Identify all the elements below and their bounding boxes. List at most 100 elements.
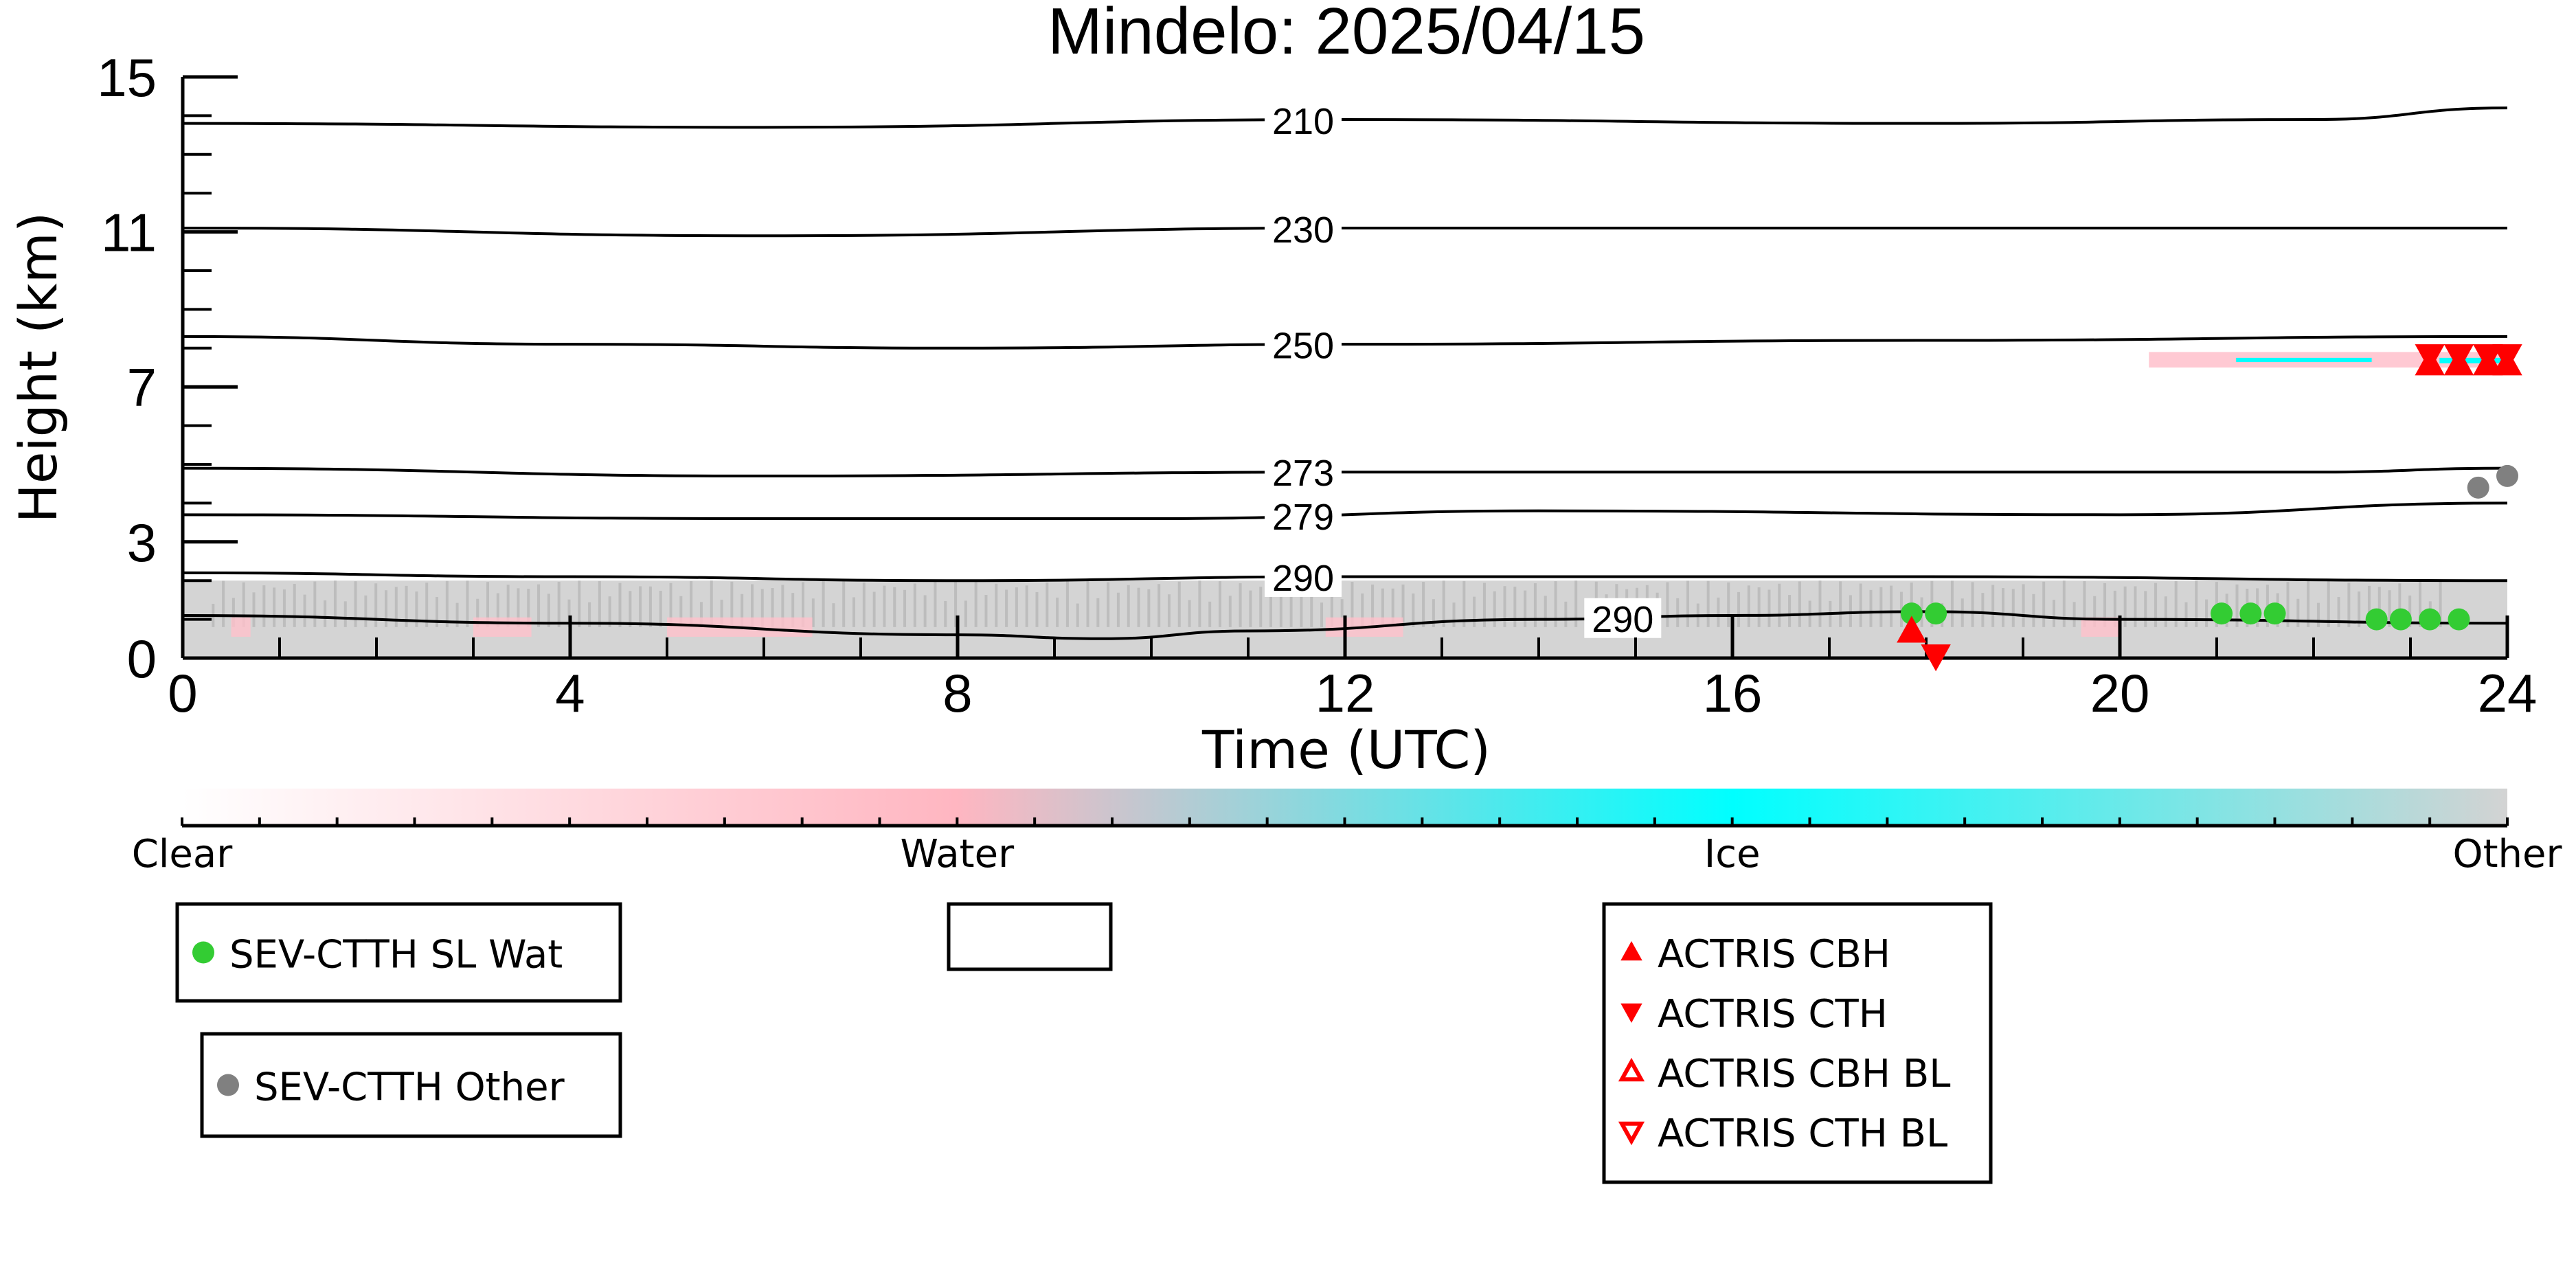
low-cloud-column	[557, 581, 561, 627]
legend-item-label: ACTRIS CBH BL	[1658, 1052, 1950, 1096]
low-cloud-column	[1361, 593, 1364, 627]
low-cloud-column	[608, 596, 611, 627]
low-cloud-column	[1574, 580, 1578, 627]
low-cloud-column	[1401, 584, 1405, 627]
low-cloud-column	[2022, 584, 2025, 627]
low-cloud-column	[425, 583, 429, 627]
legend-box	[1602, 902, 1993, 1184]
low-cloud-column	[1503, 586, 1506, 627]
actris-cth-point	[1921, 644, 1951, 672]
x-tick-label: 12	[1315, 663, 1375, 723]
low-cloud-column	[750, 584, 754, 627]
sev-ctth-other-point	[2496, 464, 2518, 487]
low-cloud-column	[842, 580, 846, 627]
low-cloud-column	[598, 580, 601, 627]
legend-item-label: ACTRIS CTH	[1658, 992, 1888, 1037]
low-cloud-column	[1259, 587, 1263, 627]
low-cloud-column	[2358, 591, 2361, 627]
low-cloud-column	[486, 582, 490, 627]
low-cloud-column	[791, 593, 795, 627]
low-cloud-column	[2042, 581, 2046, 627]
low-cloud-column	[903, 589, 907, 627]
low-cloud-column	[1747, 585, 1750, 627]
actris-cbh-point	[1897, 615, 1927, 643]
low-cloud-column	[1737, 591, 1741, 627]
water-cloud-patch	[473, 617, 532, 637]
low-cloud-column	[659, 590, 662, 627]
low-cloud-column	[588, 602, 591, 627]
low-cloud-column	[1239, 583, 1242, 627]
low-cloud-column	[2408, 595, 2412, 627]
low-cloud-column	[1310, 580, 1313, 627]
low-cloud-column	[822, 580, 825, 627]
low-cloud-column	[1717, 597, 1720, 627]
sev-ctth-sl-wat-point	[1925, 602, 1947, 625]
low-cloud-column	[1971, 582, 1974, 627]
high-ice-cloud-streak	[2439, 357, 2507, 363]
low-cloud-column	[1839, 581, 1842, 627]
low-cloud-column	[923, 595, 927, 627]
low-cloud-column	[2164, 596, 2167, 627]
low-cloud-column	[1422, 582, 1425, 627]
sev-ctth-sl-wat-point	[2211, 602, 2233, 625]
low-cloud-column	[760, 589, 764, 627]
sev-ctth-sl-wat-point	[2365, 608, 2388, 631]
low-cloud-column	[517, 588, 520, 627]
low-cloud-column	[1564, 601, 1568, 627]
legend-marker	[192, 941, 214, 964]
low-cloud-column	[893, 587, 896, 627]
low-cloud-column	[2439, 580, 2442, 627]
legend-item-label: SEV-CTTH SL Wat	[229, 933, 563, 978]
low-cloud-column	[1127, 585, 1130, 627]
low-cloud-column	[436, 597, 439, 627]
low-cloud-column	[629, 591, 632, 627]
low-cloud-column	[2367, 585, 2371, 627]
low-cloud-column	[1198, 580, 1201, 627]
legend-item-label: SEV-CTTH Other	[254, 1065, 565, 1110]
low-cloud-column	[781, 585, 784, 627]
low-cloud-column	[1351, 582, 1354, 627]
low-cloud-column	[1096, 598, 1100, 627]
actris-cth-point	[2443, 344, 2474, 372]
y-tick-label: 11	[101, 203, 157, 263]
low-cloud-column	[1473, 596, 1476, 627]
low-cloud-column	[720, 600, 723, 627]
low-cloud-column	[1269, 586, 1273, 627]
low-cloud-column	[1167, 594, 1171, 627]
low-cloud-column	[2195, 580, 2198, 627]
low-cloud-column	[811, 598, 815, 627]
sev-ctth-sl-wat-point	[1900, 602, 1923, 625]
low-cloud-column	[2083, 580, 2086, 627]
low-cloud-column	[1208, 601, 1212, 627]
low-cloud-column	[1300, 596, 1303, 627]
low-cloud-column	[995, 583, 998, 627]
isotherm-label-bg	[1265, 452, 1342, 493]
low-cloud-column	[1228, 596, 1232, 627]
legend-box	[947, 902, 1113, 971]
low-cloud-column	[1025, 585, 1028, 627]
low-cloud-column	[384, 590, 387, 627]
low-cloud-column	[1981, 593, 1985, 627]
low-cloud-column	[2307, 580, 2310, 627]
low-cloud-column	[2154, 583, 2158, 627]
legend-marker	[1620, 1003, 1642, 1024]
isotherm-label-bg	[1584, 598, 1662, 638]
sev-ctth-sl-wat-point	[2389, 608, 2412, 631]
low-cloud-column	[618, 583, 622, 627]
low-cloud-column	[2398, 583, 2402, 627]
x-tick-label: 20	[2090, 663, 2150, 723]
x-tick-label: 24	[2478, 663, 2538, 723]
low-cloud-column	[364, 595, 368, 627]
low-cloud-column	[252, 592, 256, 627]
low-cloud-column	[262, 585, 266, 627]
low-cloud-column	[1462, 580, 1466, 627]
low-cloud-column	[1544, 596, 1547, 627]
colorbar: Clear Water Ice Other	[132, 789, 2562, 877]
low-cloud-column	[1177, 581, 1181, 627]
low-cloud-column	[1107, 582, 1110, 627]
low-cloud-column	[1676, 598, 1680, 627]
low-cloud-column	[324, 600, 327, 627]
colorbar-label: Clear	[132, 832, 233, 877]
low-cloud-column	[2103, 583, 2107, 627]
low-cloud-column	[1116, 592, 1120, 627]
